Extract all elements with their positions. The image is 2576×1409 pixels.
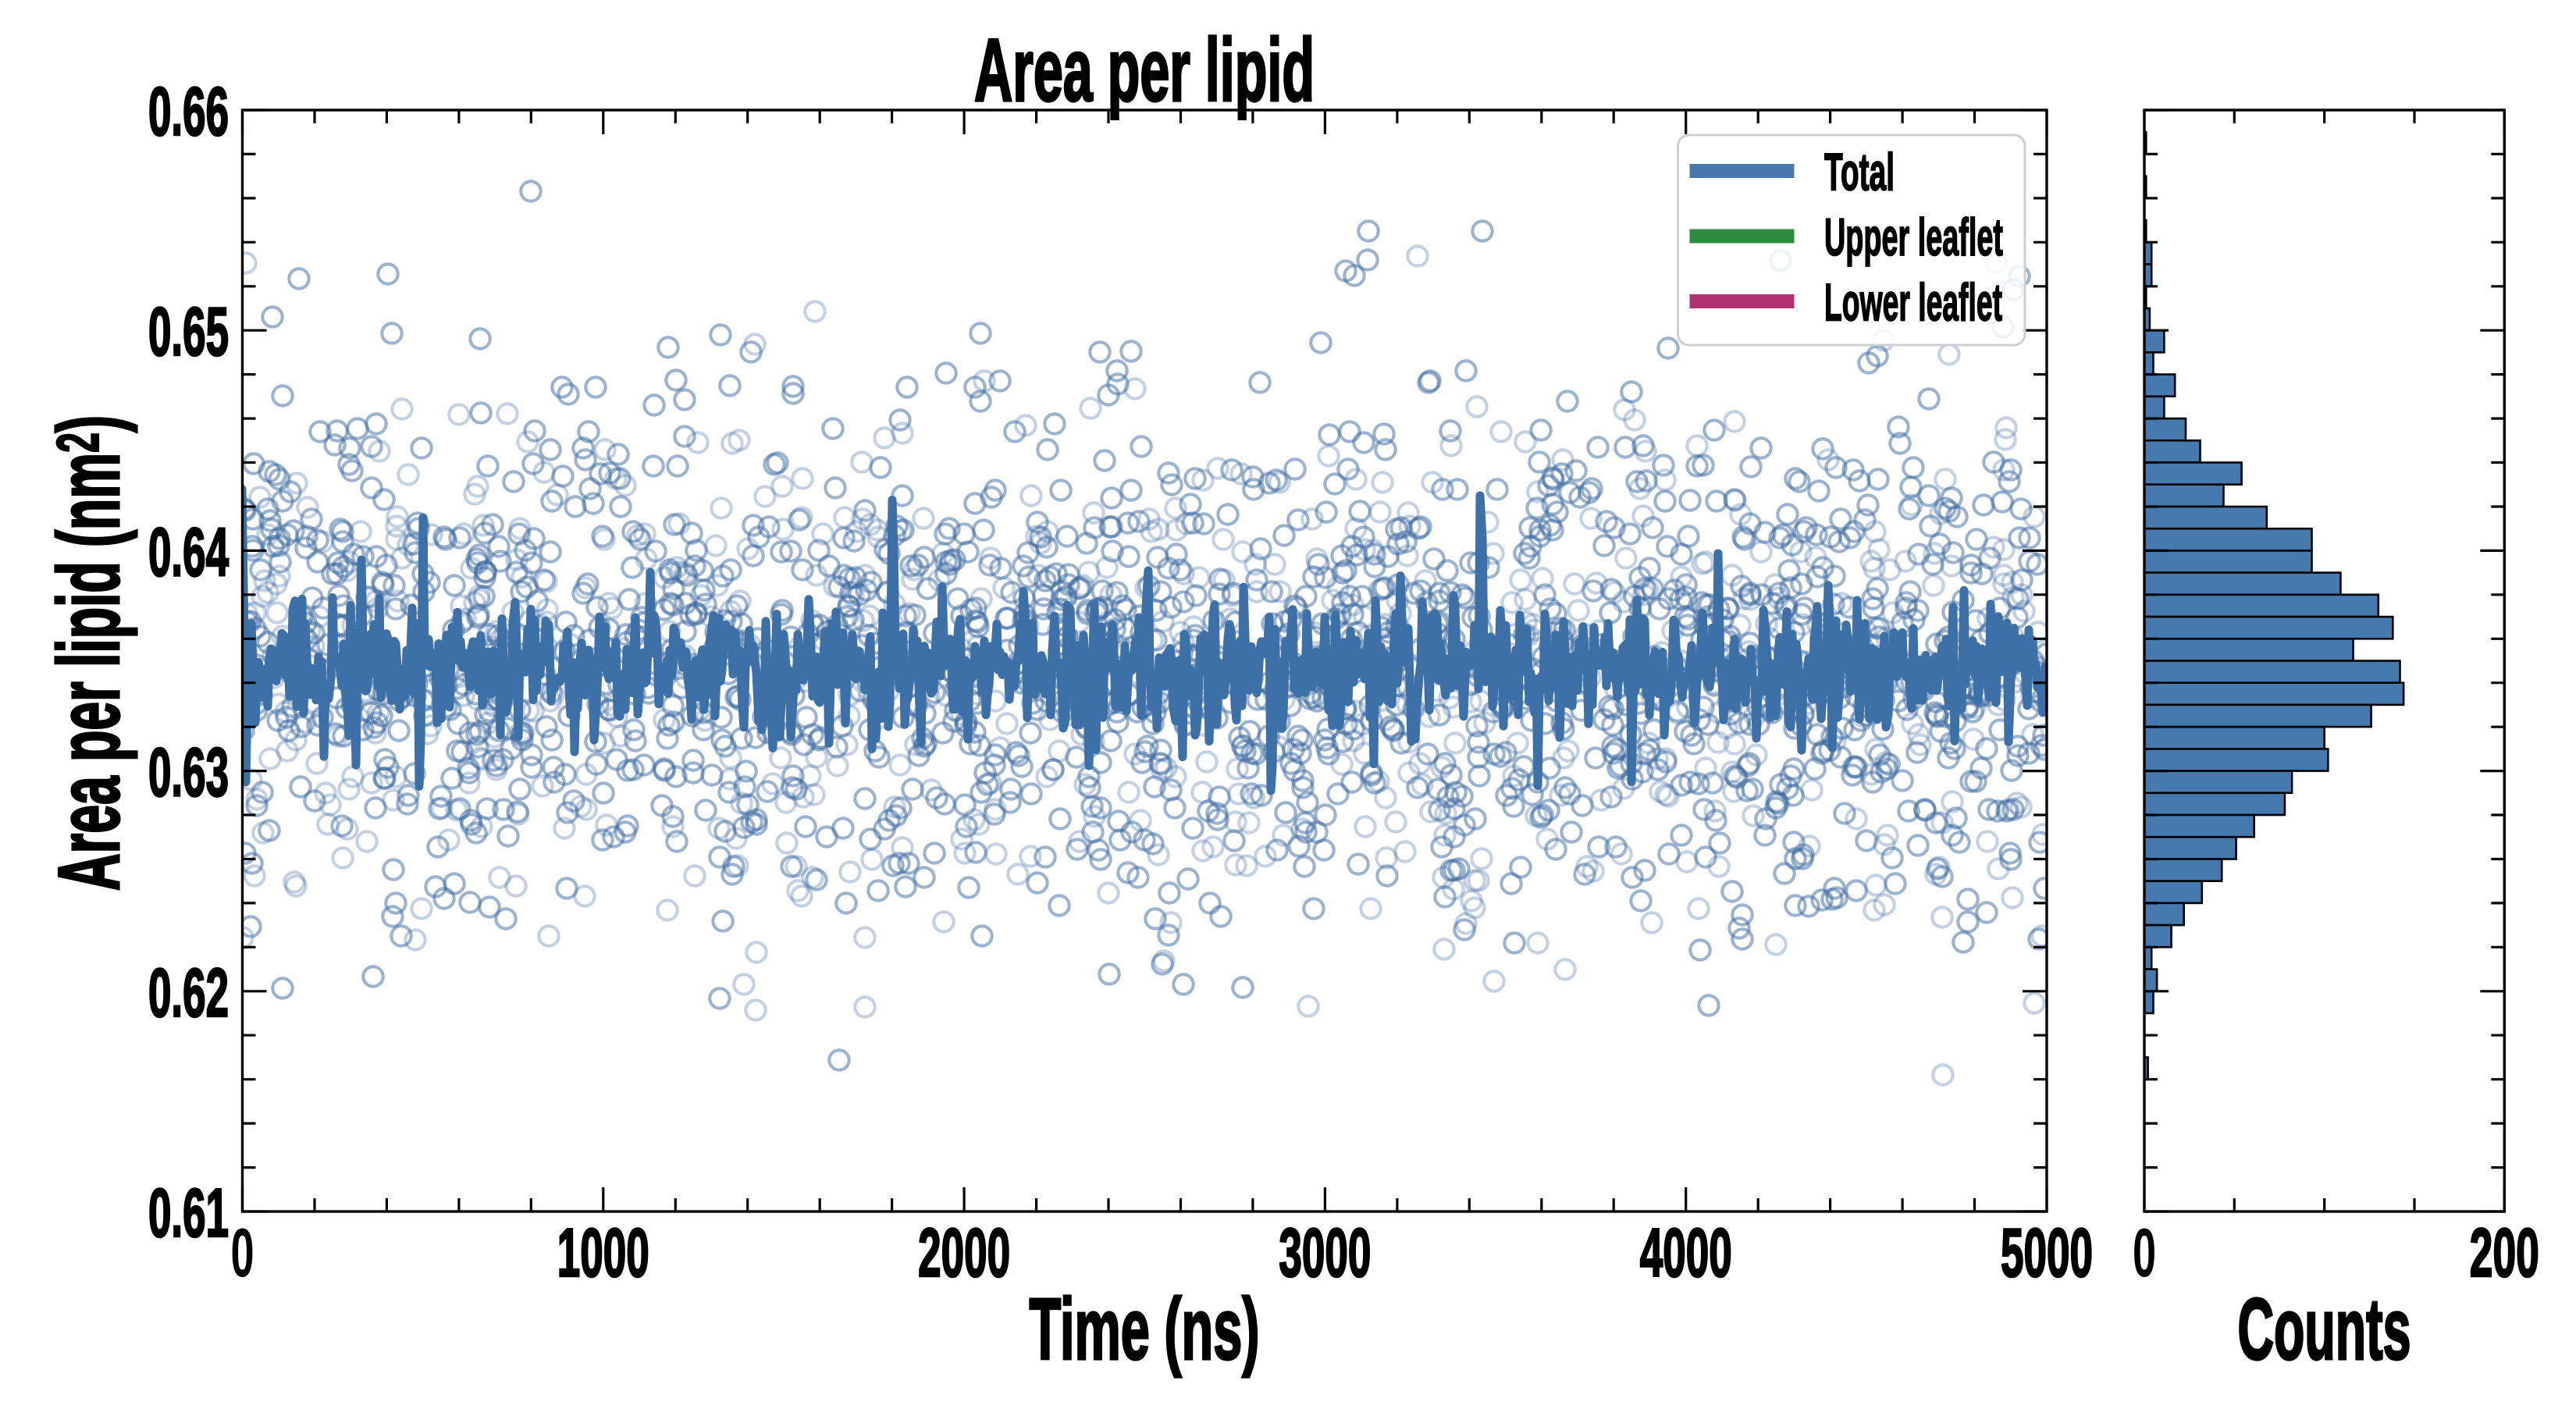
svg-text:0.63: 0.63 bbox=[148, 734, 229, 811]
svg-text:5000: 5000 bbox=[2001, 1214, 2093, 1291]
svg-text:): ) bbox=[41, 415, 137, 432]
svg-text:Lower leaflet: Lower leaflet bbox=[1824, 273, 2002, 333]
svg-text:0.61: 0.61 bbox=[148, 1174, 229, 1251]
svg-text:0: 0 bbox=[230, 1215, 254, 1292]
svg-text:2: 2 bbox=[45, 432, 112, 453]
svg-text:Counts: Counts bbox=[2238, 1281, 2411, 1378]
svg-text:Upper leaflet: Upper leaflet bbox=[1824, 208, 2003, 267]
svg-text:1000: 1000 bbox=[557, 1214, 649, 1291]
svg-text:Area per lipid (nm: Area per lipid (nm bbox=[41, 453, 137, 891]
svg-text:0.62: 0.62 bbox=[148, 954, 229, 1031]
svg-text:4000: 4000 bbox=[1640, 1214, 1732, 1291]
svg-text:Area per lipid: Area per lipid bbox=[974, 21, 1315, 120]
svg-text:2000: 2000 bbox=[918, 1214, 1010, 1291]
svg-text:0.65: 0.65 bbox=[148, 293, 229, 370]
svg-text:200: 200 bbox=[2470, 1214, 2539, 1291]
svg-text:Time (ns): Time (ns) bbox=[1030, 1281, 1260, 1378]
svg-text:Total: Total bbox=[1824, 143, 1895, 202]
svg-text:0.64: 0.64 bbox=[148, 513, 229, 590]
svg-text:0: 0 bbox=[2133, 1215, 2156, 1292]
svg-text:3000: 3000 bbox=[1279, 1214, 1371, 1291]
svg-text:0.66: 0.66 bbox=[148, 73, 229, 150]
